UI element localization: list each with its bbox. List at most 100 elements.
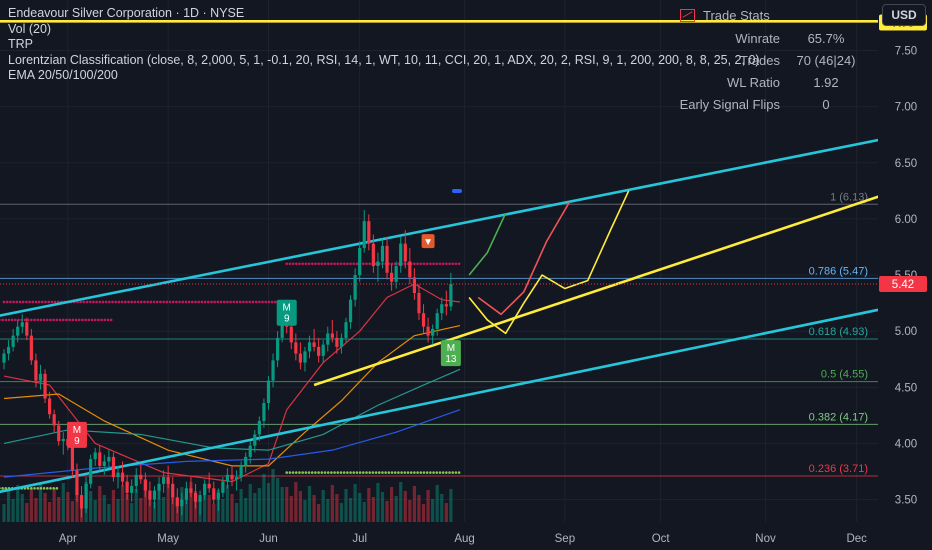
legend-ema[interactable]: EMA 20/50/100/200 — [8, 68, 118, 82]
trp-dots — [326, 262, 330, 266]
trp-dots — [104, 300, 108, 304]
volume-bar — [399, 482, 403, 522]
trp-dots — [136, 300, 140, 304]
price-tick-label: 7.50 — [895, 46, 917, 58]
signal-label-text: 13 — [445, 354, 457, 365]
trp-dots — [85, 300, 89, 304]
volume-bar — [321, 490, 325, 522]
indicator-legend: Endeavour Silver Corporation · 1D · NYSE… — [8, 6, 760, 84]
volume-bar — [339, 503, 344, 522]
trp-dots — [7, 318, 11, 322]
projection-path — [468, 212, 507, 276]
candle-body — [120, 472, 125, 482]
trp-dots — [355, 471, 359, 474]
trp-dots — [336, 262, 340, 266]
volume-bar — [385, 501, 389, 522]
signal-label: M9 — [276, 299, 297, 326]
trp-dots — [384, 471, 387, 474]
trp-dots — [30, 487, 33, 490]
candle-body — [125, 481, 129, 493]
volume-bar — [353, 484, 357, 522]
trp-dots — [101, 300, 105, 304]
trp-dots — [409, 471, 413, 474]
trp-dots — [4, 318, 8, 322]
price-tick-label: 6.50 — [895, 158, 917, 170]
volume-bar — [6, 490, 11, 522]
trp-dots — [330, 471, 333, 474]
candle-body — [408, 261, 412, 278]
currency-button[interactable]: USD — [882, 4, 926, 26]
volume-bar — [102, 495, 106, 522]
volume-bar — [403, 491, 407, 522]
volume-bar — [380, 492, 385, 522]
candle-body — [43, 373, 47, 399]
trp-dots — [288, 262, 292, 266]
trp-dots — [130, 300, 133, 304]
volume-bar — [20, 494, 24, 522]
trp-dots — [87, 318, 91, 322]
trp-dots — [36, 487, 40, 490]
trp-dots — [18, 300, 22, 304]
trp-dots — [79, 300, 82, 304]
trp-dots — [92, 300, 95, 304]
trp-dots — [457, 471, 461, 474]
trp-dots — [285, 262, 289, 266]
candle-body — [111, 456, 116, 478]
trp-dots — [274, 300, 277, 304]
trp-dots — [200, 300, 204, 304]
volume-bar — [184, 496, 188, 522]
chart-icon — [680, 9, 695, 22]
volume-bar — [358, 493, 362, 522]
symbol-title[interactable]: Endeavour Silver Corporation · 1D · NYSE — [8, 6, 245, 20]
candle-body — [289, 326, 293, 343]
volume-bar — [125, 494, 129, 522]
trp-dots — [374, 471, 378, 474]
candle-body — [307, 342, 312, 352]
candle-body — [321, 344, 325, 356]
trp-dots — [422, 262, 426, 266]
trp-dots — [377, 471, 381, 474]
candle-body — [449, 284, 453, 307]
trp-dots — [330, 262, 333, 266]
ema-line — [3, 409, 461, 478]
candle-body — [34, 360, 38, 381]
stats-label: Early Signal Flips — [679, 96, 780, 112]
trp-dots — [146, 300, 149, 304]
trend-line — [0, 300, 917, 494]
legend-lorentzian[interactable]: Lorentzian Classification (close, 8, 2,0… — [8, 52, 760, 67]
candle-body — [262, 403, 266, 421]
trp-dots — [222, 300, 226, 304]
volume-bar — [29, 489, 33, 522]
trp-dots — [235, 300, 239, 304]
legend-trp[interactable]: TRP — [8, 37, 33, 51]
volume-bar — [421, 504, 426, 522]
candle-body — [152, 490, 157, 500]
trp-dots — [298, 471, 301, 474]
trp-dots — [41, 300, 44, 304]
trp-dots — [52, 487, 56, 490]
candle-body — [294, 342, 298, 354]
trade-stats-title: Trade Stats — [703, 8, 770, 23]
trp-dots — [270, 300, 274, 304]
trp-dots — [81, 318, 84, 322]
volume-bar — [362, 502, 366, 522]
volume-bar — [289, 496, 293, 522]
volume-bar — [207, 495, 211, 522]
month-tick-label: May — [157, 533, 179, 545]
trp-dots — [258, 300, 261, 304]
fib-level-label: 0.5 (4.55) — [821, 369, 868, 381]
trp-dots — [448, 471, 451, 474]
trp-dots — [445, 471, 448, 474]
trp-dots — [15, 300, 19, 304]
current-price-tag — [879, 276, 927, 293]
fib-level-label: 1 (6.13) — [830, 191, 868, 203]
volume-bar — [2, 504, 6, 522]
volume-bar — [257, 488, 261, 522]
candle-body — [89, 459, 93, 484]
legend-volume[interactable]: Vol (20) — [8, 21, 52, 36]
candle-body — [57, 425, 61, 442]
trp-dots — [133, 300, 137, 304]
signal-label-text: 9 — [284, 314, 290, 325]
candle-body — [130, 486, 134, 493]
